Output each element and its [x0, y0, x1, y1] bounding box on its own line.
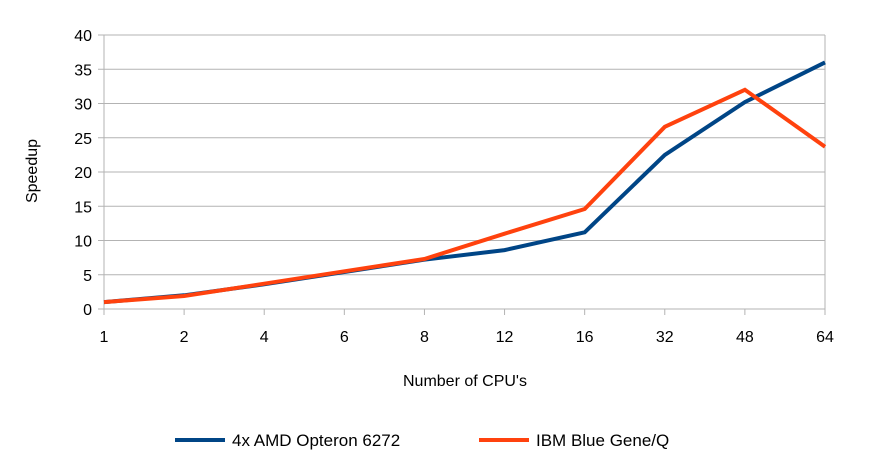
y-tick-label: 25 [74, 131, 92, 148]
axes [98, 34, 826, 315]
x-tick-label: 64 [816, 329, 834, 346]
x-tick-label: 6 [340, 329, 349, 346]
x-tick-label: 1 [100, 329, 109, 346]
x-tick-label: 2 [180, 329, 189, 346]
y-tick-label: 15 [74, 199, 92, 216]
y-tick-label: 0 [83, 302, 92, 319]
gridlines [104, 34, 825, 310]
series-line-1 [103, 60, 826, 305]
x-tick-label: 8 [420, 329, 429, 346]
y-tick-label: 10 [74, 234, 92, 251]
y-tick-label: 20 [74, 165, 92, 182]
legend: 4x AMD Opteron 6272 IBM Blue Gene/Q [175, 431, 669, 450]
legend-label: IBM Blue Gene/Q [536, 431, 669, 450]
series-lines [103, 60, 827, 305]
x-tick-label: 48 [736, 329, 754, 346]
legend-label: 4x AMD Opteron 6272 [232, 431, 400, 450]
y-tick-label: 40 [74, 28, 92, 45]
x-tick-label: 32 [656, 329, 674, 346]
series-line-2 [103, 87, 827, 305]
x-axis-title: Number of CPU's [403, 373, 527, 390]
y-axis-title: Speedup [24, 139, 41, 203]
x-tick-label: 16 [576, 329, 594, 346]
x-tick-label: 12 [496, 329, 514, 346]
y-tick-label: 5 [83, 268, 92, 285]
y-tick-label: 35 [74, 62, 92, 79]
y-tick-label: 30 [74, 97, 92, 114]
x-tick-label: 4 [260, 329, 269, 346]
